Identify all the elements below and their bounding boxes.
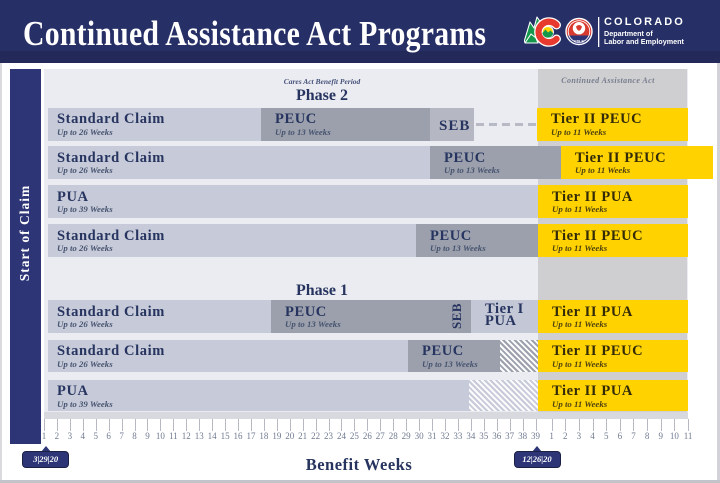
svg-text:CDLE: CDLE xyxy=(574,40,584,44)
